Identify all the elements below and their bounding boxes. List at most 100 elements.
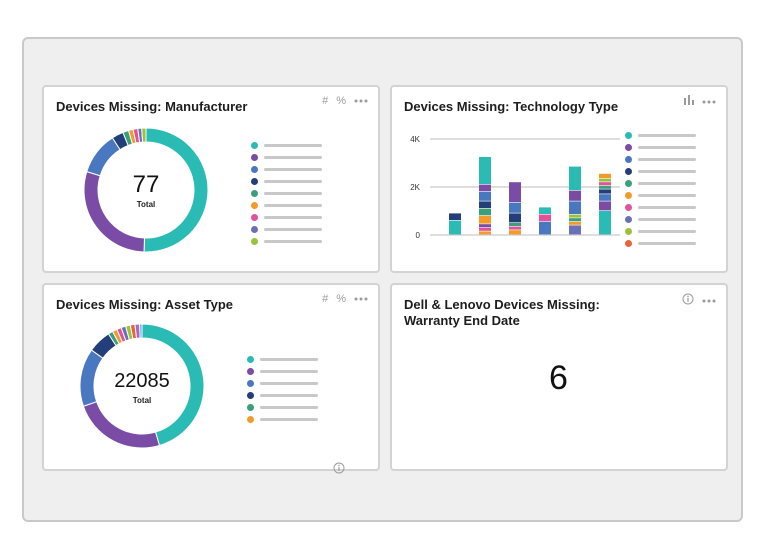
- count-toggle-button[interactable]: #: [322, 293, 329, 305]
- bar-segment[interactable]: [509, 182, 521, 202]
- donut-slice[interactable]: [139, 323, 143, 339]
- bar-segment[interactable]: [509, 202, 521, 213]
- legend-item[interactable]: [247, 377, 318, 389]
- more-options-icon[interactable]: [354, 99, 368, 103]
- legend-item[interactable]: [251, 151, 322, 163]
- legend-item[interactable]: [625, 129, 696, 141]
- legend-item[interactable]: [625, 201, 696, 213]
- bar-segment[interactable]: [479, 157, 491, 184]
- bar-segment[interactable]: [479, 191, 491, 201]
- donut-chart[interactable]: 77 Total: [83, 127, 209, 253]
- legend-label-placeholder: [260, 417, 318, 421]
- bar-segment[interactable]: [599, 182, 611, 186]
- bar-segment[interactable]: [509, 226, 521, 230]
- legend-item[interactable]: [625, 189, 696, 201]
- legend-item[interactable]: [251, 223, 322, 235]
- bar-segment[interactable]: [509, 223, 521, 226]
- legend-label-placeholder: [260, 405, 318, 409]
- legend-item[interactable]: [251, 187, 322, 199]
- legend-item[interactable]: [251, 163, 322, 175]
- legend-item[interactable]: [251, 211, 322, 223]
- info-icon[interactable]: [333, 461, 345, 479]
- donut-total-label: Total: [132, 395, 152, 405]
- legend-item[interactable]: [247, 389, 318, 401]
- bar-segment[interactable]: [569, 218, 581, 222]
- percent-toggle-button[interactable]: %: [336, 95, 346, 107]
- card-title-line1: Dell & Lenovo Devices Missing:: [404, 297, 600, 312]
- legend-item[interactable]: [247, 353, 318, 365]
- bar-segment[interactable]: [599, 173, 611, 178]
- bar-segment[interactable]: [569, 225, 581, 235]
- legend-item[interactable]: [625, 141, 696, 153]
- bar-segment[interactable]: [509, 230, 521, 235]
- legend-swatch: [251, 213, 258, 221]
- card-toolbar: [684, 95, 716, 108]
- more-options-icon[interactable]: [354, 297, 368, 301]
- bar-segment[interactable]: [479, 201, 491, 208]
- bar-segment[interactable]: [479, 231, 491, 235]
- bar-segment[interactable]: [449, 213, 461, 220]
- bar-segment[interactable]: [599, 189, 611, 194]
- bar-segment[interactable]: [539, 214, 551, 222]
- bar-segment[interactable]: [569, 166, 581, 190]
- card-title: Devices Missing: Technology Type: [404, 99, 619, 114]
- bar-segment[interactable]: [569, 190, 581, 201]
- bar-segment[interactable]: [599, 178, 611, 182]
- bar-segment[interactable]: [479, 184, 491, 192]
- legend-label-placeholder: [638, 229, 696, 233]
- bar-segment[interactable]: [599, 211, 611, 235]
- bar-segment[interactable]: [539, 207, 551, 214]
- legend-swatch: [625, 227, 632, 235]
- bar-segment[interactable]: [479, 208, 491, 216]
- bar-segment[interactable]: [569, 214, 581, 218]
- legend-swatch: [251, 237, 258, 245]
- bar-segment[interactable]: [539, 221, 551, 235]
- legend-label-placeholder: [260, 369, 318, 373]
- more-options-icon[interactable]: [702, 299, 716, 303]
- legend-item[interactable]: [251, 139, 322, 151]
- legend-item[interactable]: [247, 413, 318, 425]
- legend-item[interactable]: [247, 401, 318, 413]
- legend-item[interactable]: [251, 199, 322, 211]
- info-icon[interactable]: [682, 293, 694, 308]
- legend-item[interactable]: [625, 165, 696, 177]
- bar-chart-icon[interactable]: [684, 95, 694, 108]
- donut-svg: [79, 323, 205, 449]
- legend-item[interactable]: [247, 365, 318, 377]
- donut-chart[interactable]: 22085 Total: [79, 323, 205, 449]
- bar-segment[interactable]: [479, 227, 491, 231]
- card-toolbar: [682, 293, 716, 308]
- more-options-icon[interactable]: [702, 100, 716, 104]
- kpi-value: 6: [549, 359, 568, 397]
- bar-segment[interactable]: [449, 220, 461, 235]
- bar-segment[interactable]: [479, 224, 491, 228]
- legend-item[interactable]: [251, 235, 322, 247]
- legend-item[interactable]: [625, 177, 696, 189]
- legend-label-placeholder: [638, 217, 696, 221]
- card-warranty: Dell & Lenovo Devices Missing: Warranty …: [390, 283, 728, 471]
- bar-segment[interactable]: [599, 185, 611, 189]
- count-toggle-button[interactable]: #: [322, 95, 329, 107]
- percent-toggle-button[interactable]: %: [336, 293, 346, 305]
- stacked-bar-chart[interactable]: 4K 2K 0: [400, 127, 630, 247]
- bar-segment[interactable]: [509, 213, 521, 223]
- card-toolbar: # %: [322, 95, 368, 107]
- legend-swatch: [625, 167, 632, 175]
- legend-label-placeholder: [260, 393, 318, 397]
- legend-item[interactable]: [625, 225, 696, 237]
- y-tick-label: 0: [416, 231, 421, 240]
- legend-swatch: [247, 403, 254, 411]
- card-title: Dell & Lenovo Devices Missing: Warranty …: [404, 297, 600, 329]
- bar-segment[interactable]: [599, 194, 611, 201]
- legend-item[interactable]: [625, 153, 696, 165]
- legend-item[interactable]: [625, 237, 696, 249]
- legend-swatch: [251, 153, 258, 161]
- bar-segment[interactable]: [599, 201, 611, 211]
- legend-item[interactable]: [625, 213, 696, 225]
- donut-slice[interactable]: [141, 127, 147, 143]
- bar-segment[interactable]: [569, 201, 581, 214]
- bar-segment[interactable]: [569, 221, 581, 225]
- bar-segment[interactable]: [479, 215, 491, 224]
- legend-item[interactable]: [251, 175, 322, 187]
- legend-swatch: [625, 215, 632, 223]
